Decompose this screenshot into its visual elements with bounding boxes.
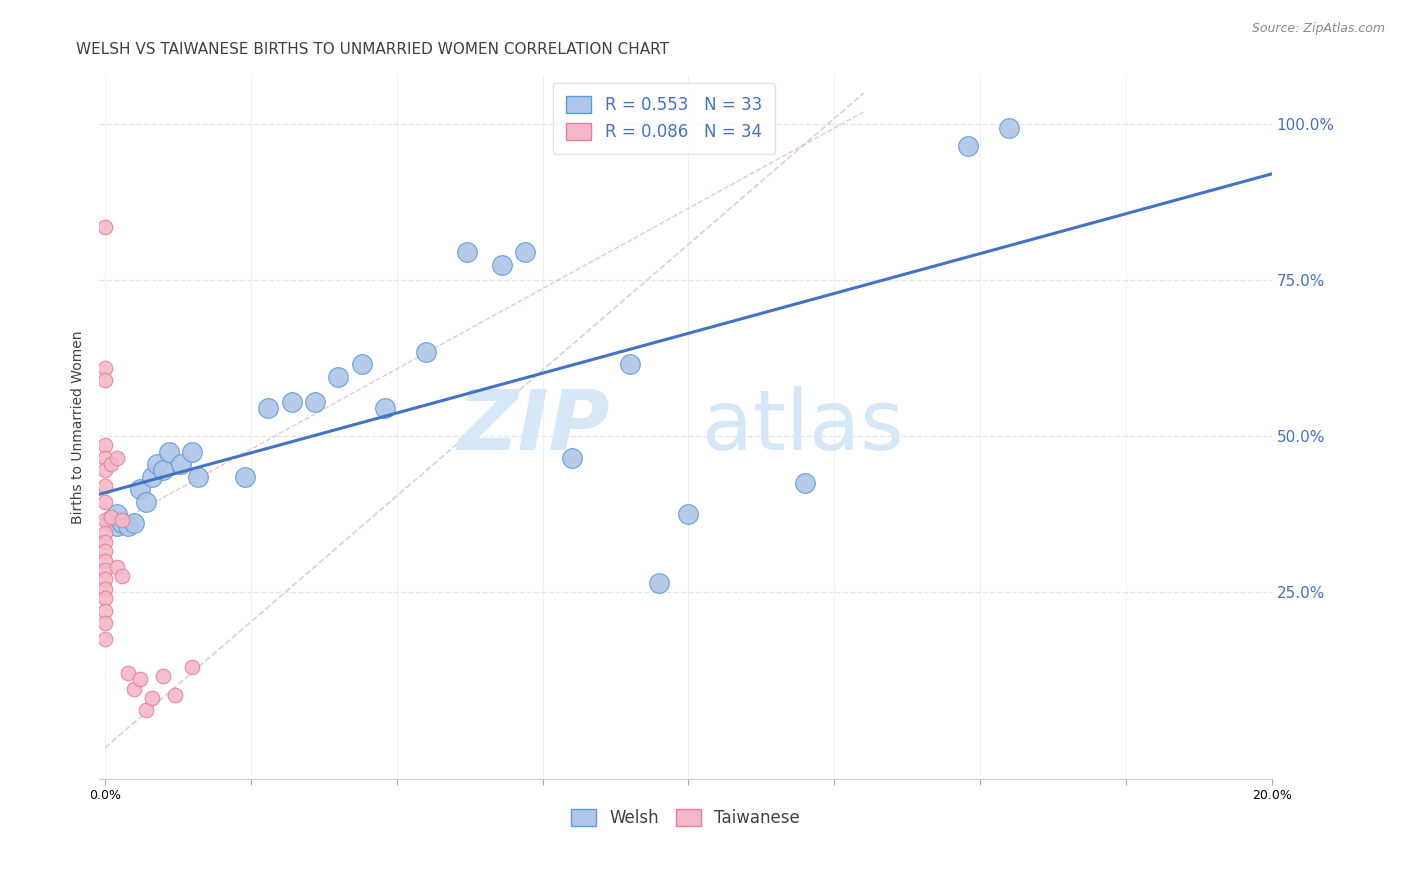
Point (105, 519, 128, 533)
Legend: Welsh, Taiwanese: Welsh, Taiwanese (564, 803, 807, 834)
Point (94, 544, 117, 558)
Point (94, 632, 117, 646)
Point (678, 507, 700, 521)
Point (491, 258, 513, 272)
Point (152, 669, 174, 683)
Point (129, 482, 152, 496)
Point (152, 463, 174, 477)
Point (135, 494, 157, 508)
Point (94, 450, 117, 465)
Point (163, 688, 186, 702)
Point (257, 401, 280, 415)
Text: ZIP: ZIP (457, 386, 609, 467)
Point (94, 591, 117, 606)
Y-axis label: Births to Unmarried Women: Births to Unmarried Women (72, 330, 86, 524)
Point (561, 450, 583, 465)
Point (456, 245, 478, 260)
Point (94, 463, 117, 477)
Point (187, 469, 209, 483)
Point (998, 120, 1021, 135)
Point (94, 563, 117, 577)
Point (122, 516, 145, 531)
Point (957, 139, 980, 153)
Point (94, 373, 117, 387)
Point (181, 659, 204, 673)
Point (94, 582, 117, 596)
Point (94, 479, 117, 493)
Point (105, 560, 128, 574)
Point (415, 345, 437, 359)
Point (170, 457, 193, 471)
Point (111, 569, 134, 583)
Point (117, 519, 139, 533)
Point (94, 616, 117, 631)
Point (100, 513, 122, 527)
Point (122, 681, 145, 696)
Point (94, 525, 117, 540)
Point (648, 575, 671, 590)
Point (374, 401, 396, 415)
Point (94, 438, 117, 452)
Point (146, 457, 169, 471)
Point (94, 360, 117, 375)
Point (94, 573, 117, 587)
Point (100, 457, 122, 471)
Point (328, 370, 350, 384)
Point (94, 513, 117, 527)
Point (111, 516, 134, 531)
Text: WELSH VS TAIWANESE BIRTHS TO UNMARRIED WOMEN CORRELATION CHART: WELSH VS TAIWANESE BIRTHS TO UNMARRIED W… (76, 42, 669, 57)
Point (129, 672, 152, 686)
Point (350, 358, 373, 372)
Point (94, 494, 117, 508)
Text: Source: ZipAtlas.com: Source: ZipAtlas.com (1251, 22, 1385, 36)
Point (94, 535, 117, 549)
Point (94, 554, 117, 568)
Point (111, 513, 134, 527)
Point (233, 469, 256, 483)
Point (181, 444, 204, 458)
Point (304, 394, 326, 409)
Text: atlas: atlas (702, 386, 904, 467)
Point (619, 358, 641, 372)
Point (94, 604, 117, 618)
Point (105, 450, 128, 465)
Point (513, 245, 536, 260)
Point (105, 507, 128, 521)
Point (94, 220, 117, 235)
Point (117, 665, 139, 680)
Point (135, 703, 157, 717)
Point (100, 510, 122, 524)
Point (280, 394, 302, 409)
Point (141, 469, 163, 483)
Point (794, 475, 817, 490)
Point (157, 444, 180, 458)
Point (141, 690, 163, 705)
